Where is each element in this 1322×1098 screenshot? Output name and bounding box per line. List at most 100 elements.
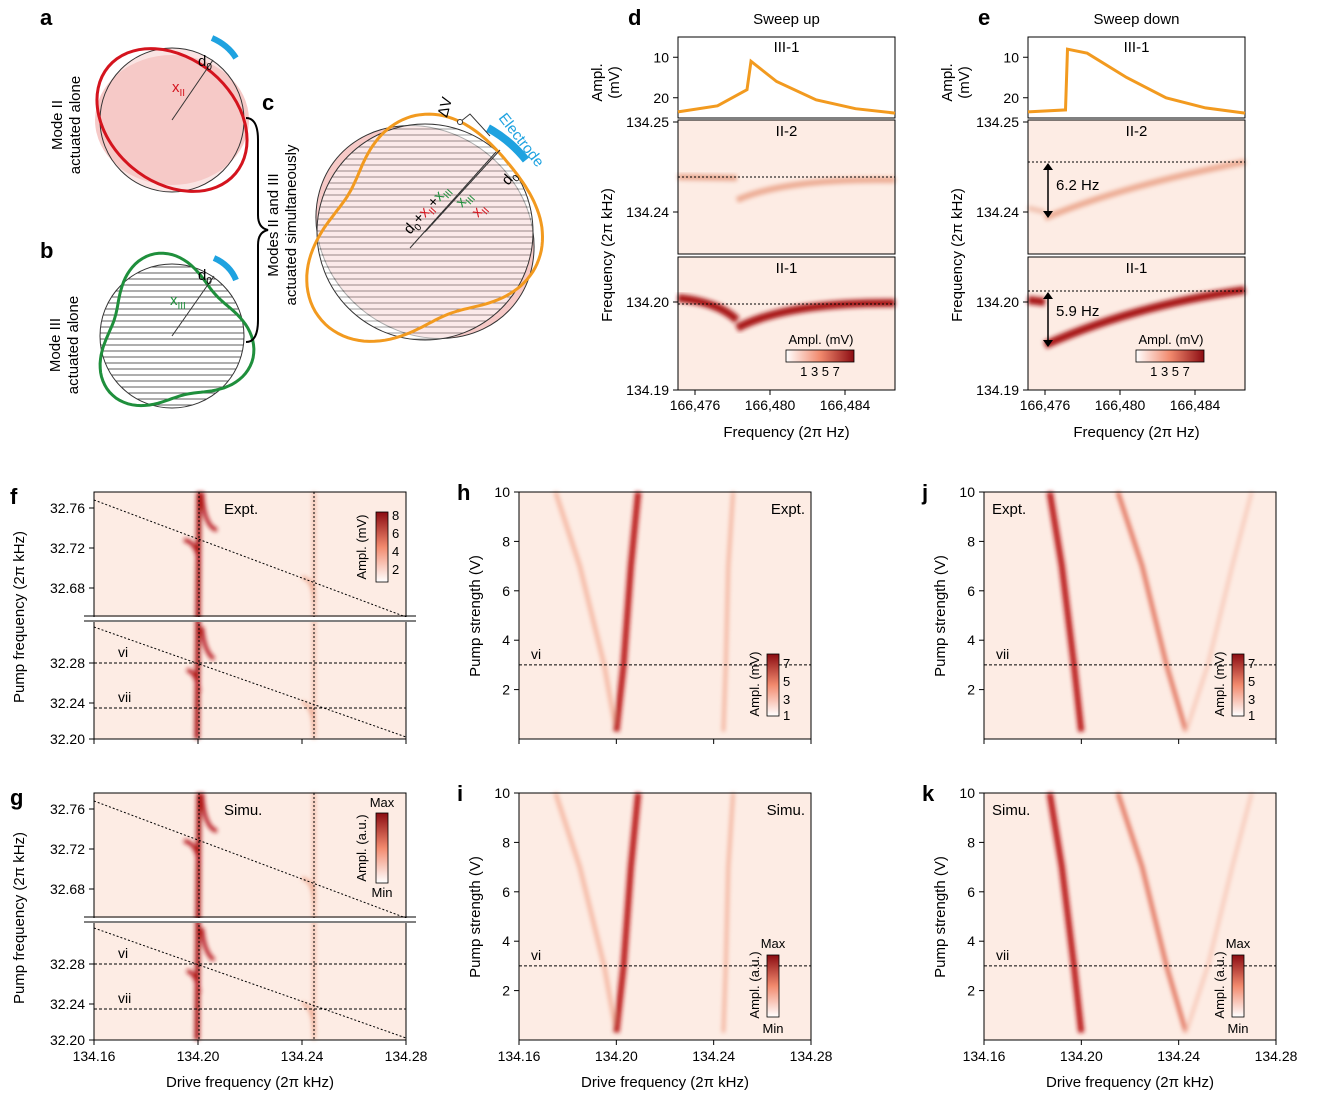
panel-c-label-line2: actuated simultaneously	[283, 144, 300, 305]
x-tick-label: 166,476	[1020, 397, 1071, 413]
freq-tick-label: 134.25	[626, 114, 669, 130]
panel-c-label-line1: Modes II and III	[265, 173, 282, 276]
y-tick-label: 4	[502, 933, 510, 949]
ii-1-branch	[735, 298, 896, 332]
cut-label: vii	[996, 646, 1009, 662]
anticrossing	[200, 626, 216, 661]
x-ii-label-a: xII	[172, 79, 185, 99]
x-iii-label-b: xIII	[170, 292, 186, 312]
colorbar-tick-label: 7	[783, 656, 790, 671]
freq-tick-label: 134.19	[626, 382, 669, 398]
panel-d-title: Sweep up	[753, 11, 820, 28]
cut-label-vii: vii	[118, 990, 131, 1006]
panel-tag: Simu.	[224, 802, 262, 819]
panel-k: k vii 10 8 6 4 2 Pump strength (V) 134.16 134.20 1…	[922, 781, 1298, 1091]
heatmap-ii-2-frame	[677, 119, 896, 255]
panel-f: f vi vii 32.76 32.72 32.68 32.28 32.24 32.20 Pump…	[10, 484, 418, 747]
y-axis-label: Pump strength (V)	[932, 856, 949, 978]
y-axis-label: Pump strength (V)	[932, 555, 949, 677]
anticrossing	[183, 538, 201, 563]
ii-2-branch	[1027, 205, 1046, 215]
y-tick-label: 8	[502, 533, 510, 549]
y-tick-label: 2	[502, 983, 510, 999]
heatmap-ii-1-frame	[1027, 256, 1246, 391]
x-tick-label: 134.20	[1060, 1048, 1103, 1064]
panel-tag: Simu.	[992, 802, 1030, 819]
y-tick-label: 10	[959, 484, 975, 500]
colorbar	[766, 954, 780, 1018]
panel-letter-b: b	[40, 238, 53, 263]
amp-axis-label: Ampl.	[589, 63, 606, 101]
electrode-a	[210, 35, 239, 60]
y-tick-label: 32.24	[50, 996, 85, 1012]
y-tick-label: 6	[967, 884, 975, 900]
panel-letter-k: k	[922, 781, 935, 806]
panel-j: j vii 10 8 6 4 2 Pump strength (V) Expt. Ampl. (m…	[921, 480, 1277, 744]
colorbar	[375, 511, 389, 583]
colorbar-min-label: Min	[372, 885, 393, 900]
colorbar-tick-label: 5	[1248, 674, 1255, 689]
y-tick-label: 32.76	[50, 801, 85, 817]
ii-1-branch	[677, 294, 740, 324]
colorbar	[1231, 653, 1245, 717]
amp-tick-label: 20	[1003, 90, 1019, 106]
electrode-c	[486, 124, 530, 163]
diagonal-guide	[93, 626, 407, 738]
colorbar-min-label: Min	[763, 1021, 784, 1036]
colorbar	[785, 349, 855, 363]
x-tick-label: 134.16	[73, 1048, 116, 1064]
colorbar-tick-label: 3	[783, 692, 790, 707]
panel-i: i vi 10 8 6 4 2 Pump strength (V) 134.16 134.20 13…	[457, 781, 833, 1091]
distance-line-c	[409, 151, 497, 249]
x-tick-label: 134.20	[177, 1048, 220, 1064]
y-tick-label: 6	[502, 583, 510, 599]
y-tick-label: 10	[494, 484, 510, 500]
sum-label: d0+xII+xIII	[400, 181, 455, 239]
resonance-branch	[721, 792, 735, 1033]
amp-tick-label: 20	[653, 90, 669, 106]
panel-tag: Simu.	[767, 802, 805, 819]
colorbar-ticks: 1 3 5 7	[1150, 364, 1190, 379]
amp-axis-unit: (mV)	[956, 66, 973, 99]
amp-tick-label: 10	[1003, 49, 1019, 65]
mode-label-iii-1: III-1	[774, 39, 800, 56]
anticrossing	[200, 491, 218, 532]
colorbar-title: Ampl. (mV)	[747, 652, 762, 717]
x-tick-label: 166,480	[1095, 397, 1146, 413]
y-axis-label: Pump frequency (2π kHz)	[11, 531, 28, 703]
y-tick-label: 32.72	[50, 540, 85, 556]
panel-e: e Sweep down III-1 20 10 Ampl. (mV) II-2 II-1 134…	[939, 5, 1246, 441]
resonance-traces	[1046, 491, 1254, 733]
y-tick-label: 8	[967, 533, 975, 549]
x-tick-label: 134.16	[963, 1048, 1006, 1064]
resonance-branch	[613, 491, 642, 732]
y-tick-label: 32.20	[50, 1032, 85, 1048]
anticrossing	[200, 792, 218, 833]
freq-tick-label: 134.25	[976, 114, 1019, 130]
colorbar-title: Ampl. (mV)	[354, 515, 369, 580]
ii-1-branch	[1043, 286, 1246, 349]
cut-label-vii: vii	[118, 689, 131, 705]
arrow-head	[1043, 211, 1053, 218]
x-tick-label: 134.28	[1255, 1048, 1298, 1064]
colorbar-title: Ampl. (a.u.)	[747, 951, 762, 1018]
radius-line-c	[424, 149, 501, 233]
panel-letter-e: e	[978, 5, 990, 30]
colorbar-tick-label: 4	[392, 544, 399, 559]
amplitude-plot-frame	[1027, 36, 1246, 119]
amp-axis-label: Ampl.	[939, 63, 956, 101]
freq-tick-label: 134.20	[626, 294, 669, 310]
x-tick-label: 134.16	[498, 1048, 541, 1064]
anticrossing	[183, 839, 201, 864]
axis-break	[82, 617, 418, 622]
panel-tag: Expt.	[224, 501, 258, 518]
x-axis-label: Frequency (2π Hz)	[1073, 424, 1199, 441]
heatmap-frame	[518, 792, 812, 1041]
colorbar-title: Ampl. (a.u.)	[354, 814, 369, 881]
ii-1-trace-group	[1027, 286, 1246, 349]
x-tick-label: 134.24	[1157, 1048, 1200, 1064]
amp-tick-label: 10	[653, 49, 669, 65]
colorbar-title: Ampl. (mV)	[789, 332, 854, 347]
panel-letter-j: j	[921, 480, 928, 505]
anticrossing	[301, 1001, 316, 1034]
